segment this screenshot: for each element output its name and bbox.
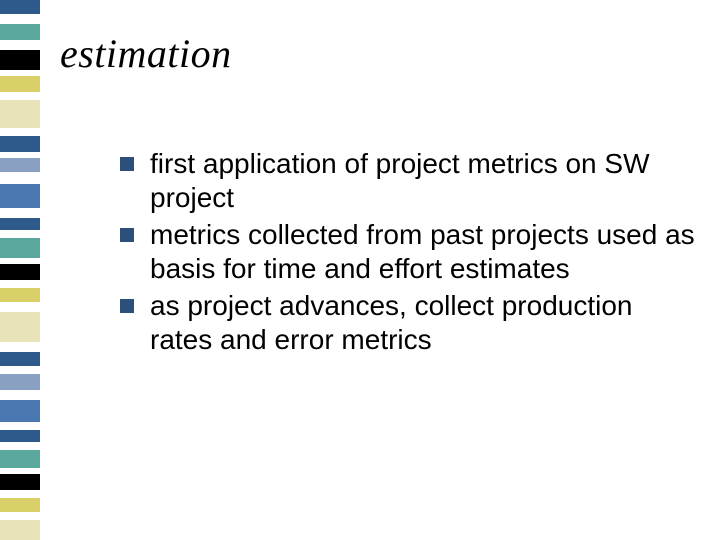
side-strip-band <box>0 474 40 490</box>
bullet-item: first application of project metrics on … <box>120 147 700 214</box>
bullet-text: metrics collected from past projects use… <box>150 218 700 285</box>
side-strip-band <box>0 0 40 14</box>
side-strip-band <box>0 184 40 208</box>
side-strip-band <box>0 230 40 238</box>
side-strip-band <box>0 490 40 498</box>
side-strip-band <box>0 136 40 152</box>
side-strip-band <box>0 498 40 512</box>
side-strip-band <box>0 302 40 312</box>
square-bullet-icon <box>120 228 134 242</box>
side-strip-band <box>0 172 40 184</box>
bullet-text: as project advances, collect production … <box>150 289 700 356</box>
side-strip-band <box>0 450 40 468</box>
side-strip-band <box>0 512 40 520</box>
side-strip-band <box>0 50 40 70</box>
square-bullet-icon <box>120 299 134 313</box>
side-strip-band <box>0 24 40 40</box>
side-strip-band <box>0 390 40 400</box>
side-strip-band <box>0 352 40 366</box>
side-strip-band <box>0 76 40 92</box>
decorative-side-strip <box>0 0 40 540</box>
bullet-item: metrics collected from past projects use… <box>120 218 700 285</box>
side-strip-band <box>0 264 40 280</box>
bullet-item: as project advances, collect production … <box>120 289 700 356</box>
bullet-list: first application of project metrics on … <box>60 147 700 357</box>
slide-title: estimation <box>60 30 700 77</box>
side-strip-band <box>0 128 40 136</box>
side-strip-band <box>0 520 40 540</box>
side-strip-band <box>0 218 40 230</box>
side-strip-band <box>0 14 40 24</box>
side-strip-band <box>0 312 40 342</box>
side-strip-band <box>0 238 40 258</box>
side-strip-band <box>0 92 40 100</box>
slide-content: estimation first application of project … <box>60 0 700 540</box>
side-strip-band <box>0 158 40 172</box>
side-strip-band <box>0 400 40 422</box>
side-strip-band <box>0 208 40 218</box>
side-strip-band <box>0 422 40 430</box>
side-strip-band <box>0 280 40 288</box>
bullet-text: first application of project metrics on … <box>150 147 700 214</box>
side-strip-band <box>0 374 40 390</box>
side-strip-band <box>0 342 40 352</box>
side-strip-band <box>0 288 40 302</box>
side-strip-band <box>0 442 40 450</box>
side-strip-band <box>0 40 40 50</box>
side-strip-band <box>0 430 40 442</box>
side-strip-band <box>0 366 40 374</box>
side-strip-band <box>0 100 40 128</box>
square-bullet-icon <box>120 157 134 171</box>
